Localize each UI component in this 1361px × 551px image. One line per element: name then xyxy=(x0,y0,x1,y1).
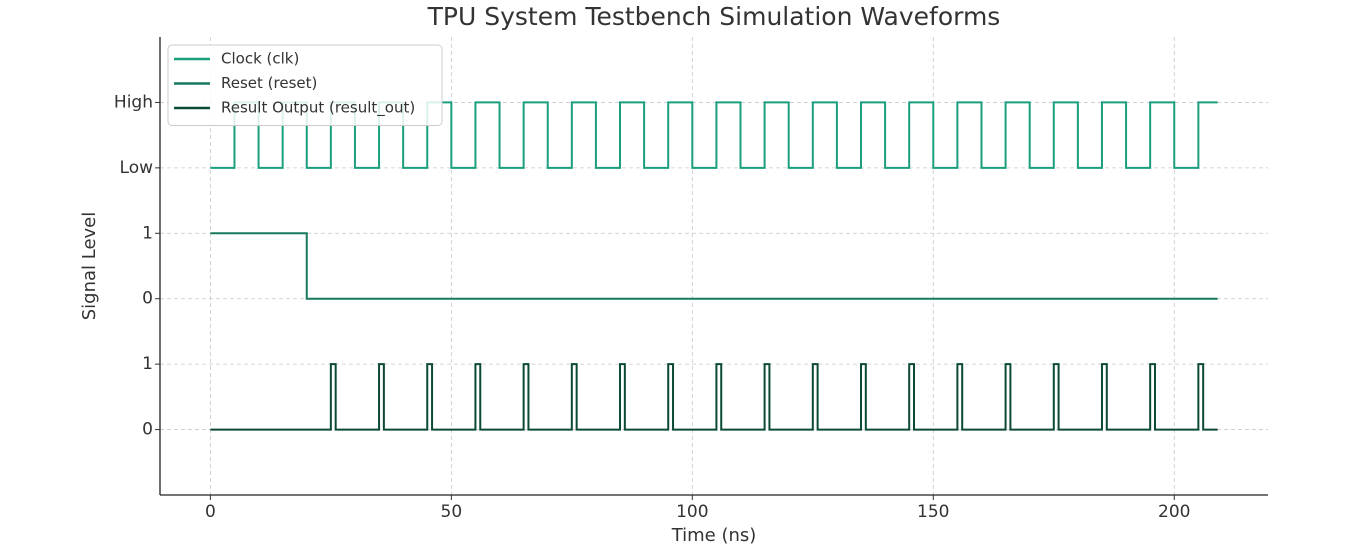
x-tick-label: 100 xyxy=(676,502,708,522)
y-tick-label: 1 xyxy=(142,354,153,374)
legend-label: Result Output (result_out) xyxy=(221,99,415,118)
legend-label: Reset (reset) xyxy=(221,74,317,92)
series-line xyxy=(210,232,1218,300)
y-axis-label: Signal Level xyxy=(79,212,100,321)
x-tick-label: 50 xyxy=(441,502,463,522)
x-tick-label: 150 xyxy=(917,502,949,522)
y-tick-label: Low xyxy=(120,158,154,178)
legend-label: Clock (clk) xyxy=(221,50,299,68)
y-tick-label: 0 xyxy=(142,420,153,440)
x-tick-label: 200 xyxy=(1158,502,1190,522)
x-tick-label: 0 xyxy=(205,502,216,522)
series-line xyxy=(210,363,1218,431)
chart-title: TPU System Testbench Simulation Waveform… xyxy=(427,2,1001,31)
y-tick-label: 0 xyxy=(142,289,153,309)
y-tick-label: 1 xyxy=(142,223,153,243)
x-axis-label: Time (ns) xyxy=(671,525,757,546)
y-tick-label: High xyxy=(114,92,153,112)
legend-box xyxy=(167,44,443,126)
